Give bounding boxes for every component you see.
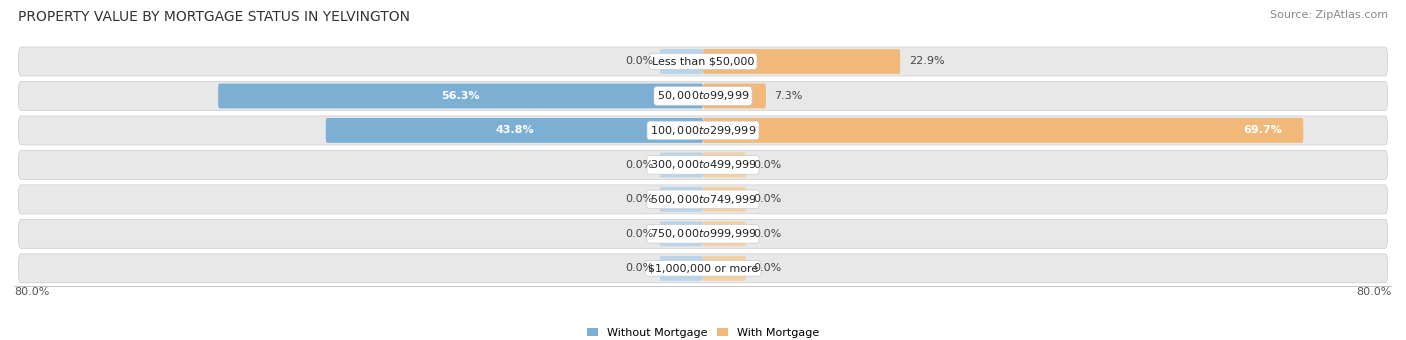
- Text: $300,000 to $499,999: $300,000 to $499,999: [650, 158, 756, 171]
- FancyBboxPatch shape: [326, 118, 703, 143]
- FancyBboxPatch shape: [703, 256, 747, 281]
- Text: $50,000 to $99,999: $50,000 to $99,999: [657, 89, 749, 102]
- Text: 0.0%: 0.0%: [624, 229, 652, 239]
- Text: 0.0%: 0.0%: [754, 263, 782, 273]
- FancyBboxPatch shape: [703, 187, 747, 212]
- Text: 80.0%: 80.0%: [1357, 287, 1392, 297]
- Text: 22.9%: 22.9%: [908, 56, 945, 67]
- Text: 0.0%: 0.0%: [754, 229, 782, 239]
- FancyBboxPatch shape: [18, 219, 1388, 248]
- Text: 0.0%: 0.0%: [754, 160, 782, 170]
- Text: $500,000 to $749,999: $500,000 to $749,999: [650, 193, 756, 206]
- Text: 0.0%: 0.0%: [624, 56, 652, 67]
- FancyBboxPatch shape: [218, 84, 703, 108]
- FancyBboxPatch shape: [659, 152, 703, 177]
- FancyBboxPatch shape: [18, 254, 1388, 283]
- FancyBboxPatch shape: [659, 221, 703, 246]
- FancyBboxPatch shape: [659, 187, 703, 212]
- Text: PROPERTY VALUE BY MORTGAGE STATUS IN YELVINGTON: PROPERTY VALUE BY MORTGAGE STATUS IN YEL…: [18, 10, 411, 24]
- Text: $750,000 to $999,999: $750,000 to $999,999: [650, 227, 756, 240]
- FancyBboxPatch shape: [659, 49, 703, 74]
- Text: Less than $50,000: Less than $50,000: [652, 56, 754, 67]
- Text: $1,000,000 or more: $1,000,000 or more: [648, 263, 758, 273]
- FancyBboxPatch shape: [703, 118, 1303, 143]
- FancyBboxPatch shape: [18, 185, 1388, 214]
- Text: Source: ZipAtlas.com: Source: ZipAtlas.com: [1270, 10, 1388, 20]
- Text: 43.8%: 43.8%: [495, 125, 534, 135]
- FancyBboxPatch shape: [18, 82, 1388, 110]
- FancyBboxPatch shape: [18, 116, 1388, 145]
- Text: 0.0%: 0.0%: [754, 194, 782, 204]
- Text: 80.0%: 80.0%: [14, 287, 49, 297]
- FancyBboxPatch shape: [659, 256, 703, 281]
- Text: $100,000 to $299,999: $100,000 to $299,999: [650, 124, 756, 137]
- Text: 7.3%: 7.3%: [775, 91, 803, 101]
- Text: 56.3%: 56.3%: [441, 91, 479, 101]
- Text: 0.0%: 0.0%: [624, 160, 652, 170]
- Text: 0.0%: 0.0%: [624, 194, 652, 204]
- FancyBboxPatch shape: [703, 221, 747, 246]
- FancyBboxPatch shape: [18, 150, 1388, 180]
- FancyBboxPatch shape: [703, 152, 747, 177]
- Text: 69.7%: 69.7%: [1243, 125, 1282, 135]
- Legend: Without Mortgage, With Mortgage: Without Mortgage, With Mortgage: [588, 328, 818, 338]
- FancyBboxPatch shape: [703, 84, 766, 108]
- FancyBboxPatch shape: [703, 49, 900, 74]
- Text: 0.0%: 0.0%: [624, 263, 652, 273]
- FancyBboxPatch shape: [18, 47, 1388, 76]
